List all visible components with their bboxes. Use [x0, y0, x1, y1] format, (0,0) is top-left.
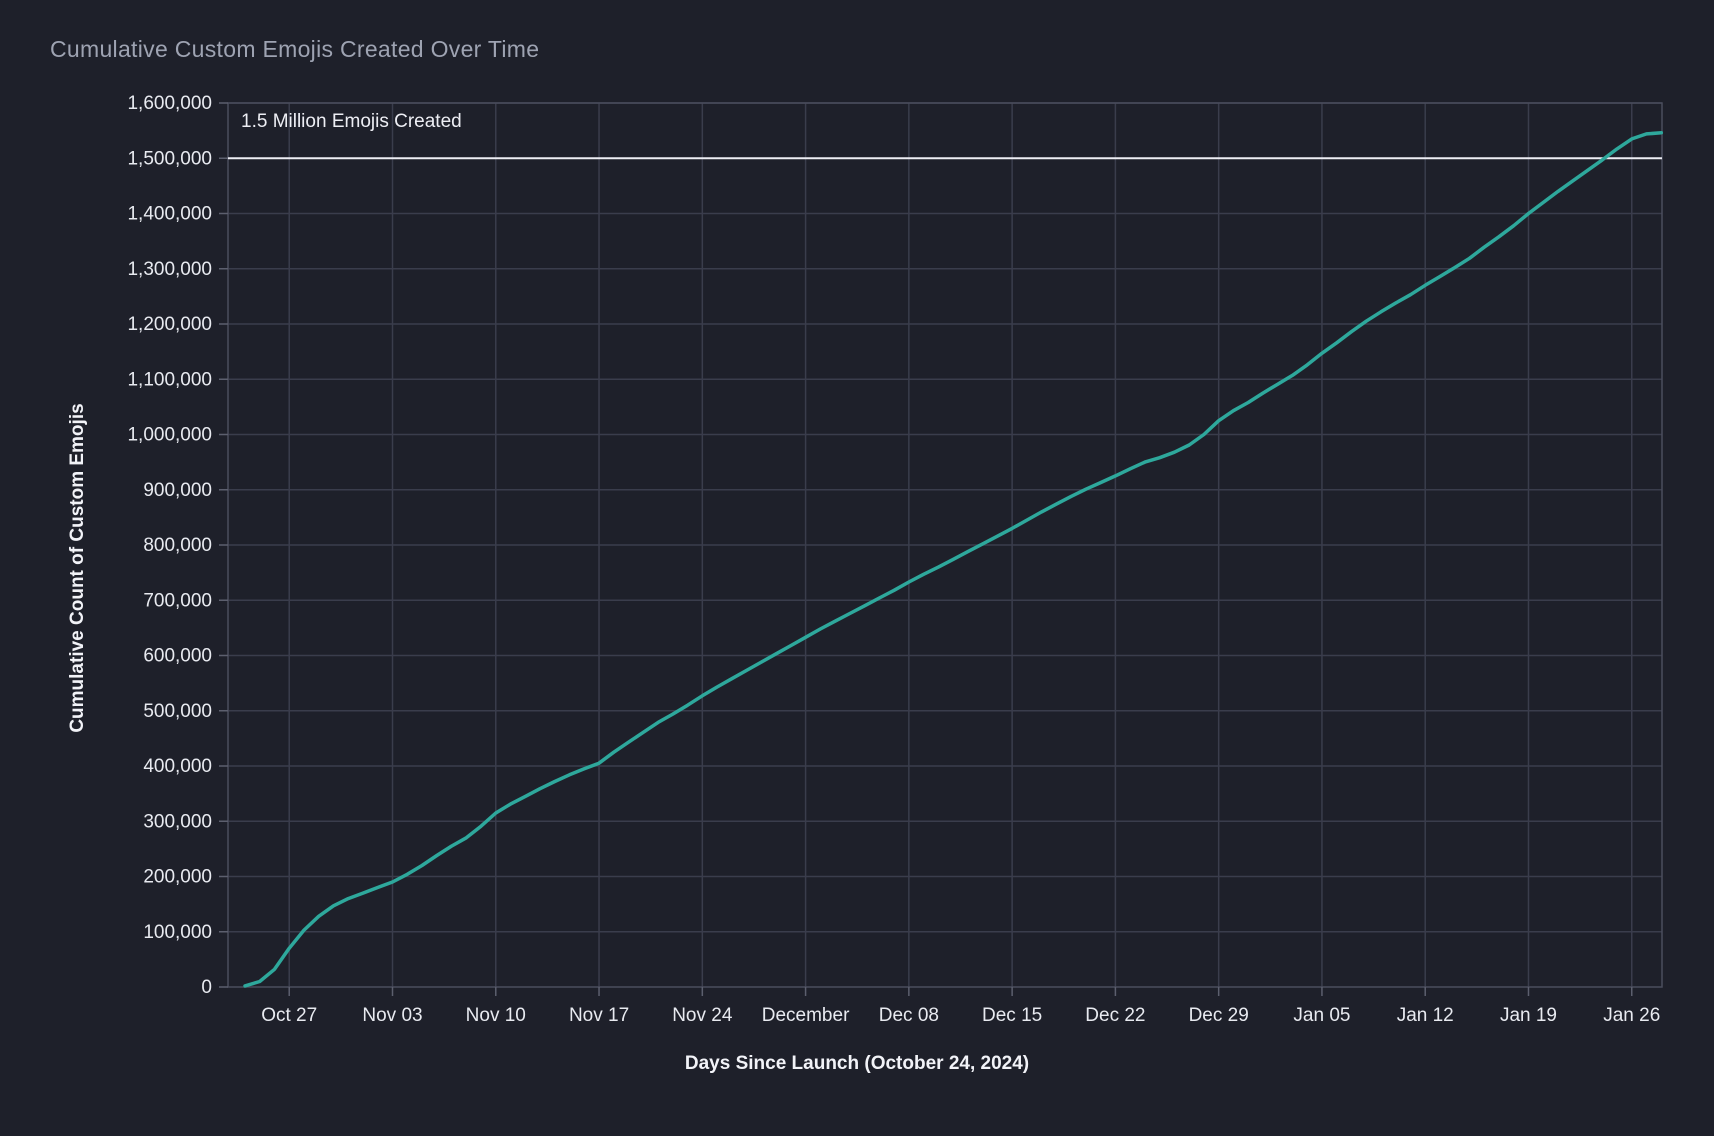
- y-tick-label: 900,000: [143, 480, 212, 501]
- y-tick-label: 300,000: [143, 811, 212, 832]
- x-axis-title: Days Since Launch (October 24, 2024): [684, 1053, 1030, 1074]
- x-tick-label: Dec 22: [1085, 1005, 1145, 1026]
- x-tick-label: Jan 26: [1603, 1005, 1660, 1026]
- y-tick-label: 1,300,000: [127, 259, 212, 280]
- y-tick-label: 800,000: [143, 535, 212, 556]
- x-tick-label: Jan 12: [1397, 1005, 1454, 1026]
- x-tick-label: Dec 08: [879, 1005, 939, 1026]
- x-tick-label: Jan 19: [1500, 1005, 1557, 1026]
- chart-title: Cumulative Custom Emojis Created Over Ti…: [50, 36, 540, 62]
- y-tick-label: 400,000: [143, 756, 212, 777]
- x-tick-label: December: [762, 1005, 850, 1026]
- data-line: [243, 131, 1664, 988]
- y-tick-label: 100,000: [143, 922, 212, 943]
- y-tick-label: 600,000: [143, 646, 212, 667]
- y-tick-label: 500,000: [143, 701, 212, 722]
- x-tick-label: Dec 29: [1189, 1005, 1249, 1026]
- y-tick-label: 1,200,000: [127, 314, 212, 335]
- y-tick-label: 1,000,000: [127, 425, 212, 446]
- x-tick-label: Jan 05: [1293, 1005, 1350, 1026]
- y-tick-label: 1,100,000: [127, 369, 212, 390]
- x-tick-label: Nov 10: [466, 1005, 526, 1026]
- x-tick-label: Dec 15: [982, 1005, 1042, 1026]
- y-tick-label: 1,500,000: [127, 148, 212, 169]
- y-tick-label: 0: [201, 977, 212, 998]
- x-tick-label: Nov 24: [672, 1005, 733, 1026]
- y-tick-label: 700,000: [143, 590, 212, 611]
- reference-line-annotation: 1.5 Million Emojis Created: [241, 111, 462, 132]
- y-tick-label: 1,600,000: [127, 93, 212, 114]
- y-tick-label: 200,000: [143, 867, 212, 888]
- x-tick-label: Oct 27: [261, 1005, 317, 1026]
- x-tick-label: Nov 17: [569, 1005, 629, 1026]
- x-tick-label: Nov 03: [362, 1005, 422, 1026]
- y-tick-label: 1,400,000: [127, 204, 212, 225]
